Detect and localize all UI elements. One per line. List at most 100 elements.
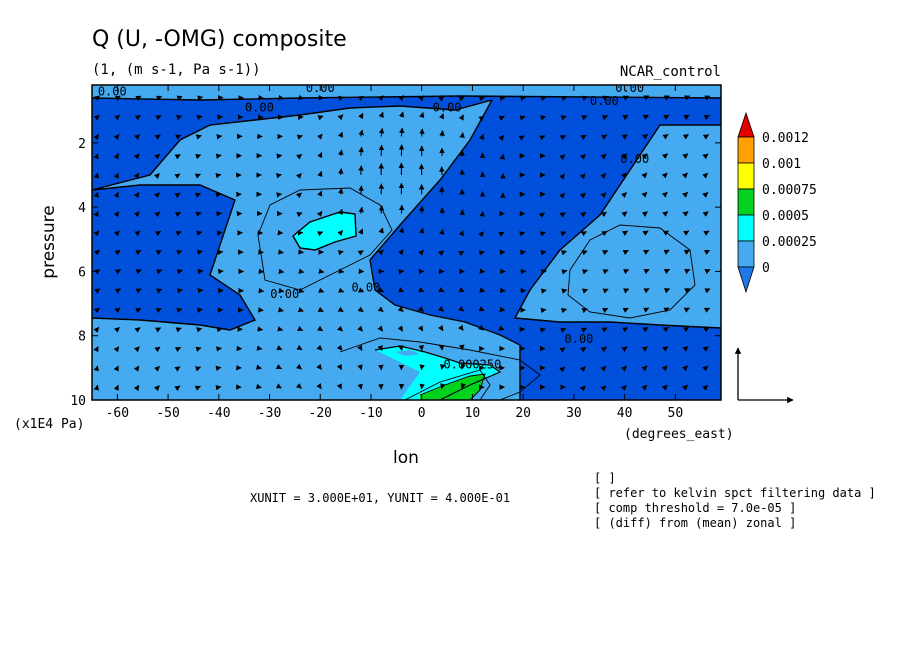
vector-arrow (133, 192, 140, 199)
vector-arrow (498, 134, 505, 141)
legend-swatch (737, 162, 755, 190)
vector-arrow (358, 206, 364, 214)
vector-arrow (318, 287, 325, 293)
vector-arrow (438, 250, 444, 257)
vector-arrow (438, 287, 445, 293)
vector-arrow (580, 327, 587, 333)
vector-arrow (113, 346, 120, 353)
vector-arrow (642, 326, 649, 333)
vector-arrow (498, 231, 505, 237)
vector-arrow (176, 288, 183, 294)
vector-arrow (600, 365, 607, 372)
vector-arrow (358, 287, 365, 293)
vector-arrow (540, 115, 547, 121)
vector-arrow (197, 288, 204, 294)
vector-arrow (478, 115, 485, 122)
vector-arrow (378, 227, 384, 234)
vector-arrow (133, 365, 140, 372)
vector-arrow (621, 134, 628, 140)
contour-fill (92, 85, 721, 400)
vector-arrow (195, 134, 202, 140)
vector-arrow (134, 114, 141, 121)
vector-arrow (661, 153, 668, 160)
legend-level-label: 0.00075 (762, 183, 817, 198)
vector-arrow (337, 131, 343, 138)
vector-arrow (641, 384, 648, 391)
vector-arrow (194, 366, 202, 372)
vector-arrow (174, 211, 182, 218)
vector-arrow (600, 211, 607, 218)
vector-arrow (682, 153, 689, 160)
vector-arrow (337, 230, 344, 237)
vector-arrow (662, 211, 669, 217)
vector-arrow (561, 269, 568, 275)
vector-arrow (114, 269, 121, 275)
x-tick-label: -50 (156, 406, 179, 421)
vector-arrow (682, 211, 689, 217)
vector-arrow (662, 230, 669, 236)
vector-arrow (296, 134, 303, 140)
contour-label: 0.00 (351, 281, 380, 295)
vector-arrow (581, 115, 588, 121)
vector-arrow (540, 95, 547, 101)
vector-arrow (459, 132, 465, 139)
vector-arrow (337, 187, 344, 195)
vector-arrow (93, 346, 99, 353)
vector-arrow (296, 212, 303, 218)
vector-arrow (418, 287, 425, 293)
vector-arrow (641, 153, 648, 160)
vector-arrow (195, 211, 202, 217)
vector-arrow (663, 95, 670, 101)
vector-arrow (559, 154, 566, 161)
vector-arrow (579, 366, 586, 373)
vector-arrow (337, 306, 344, 313)
vector-arrow (418, 227, 425, 234)
vector-arrow (194, 192, 202, 198)
vector-arrow (661, 384, 668, 391)
vector-arrow (397, 325, 404, 332)
vector-arrow (278, 94, 285, 101)
vector-arrow (438, 113, 445, 120)
vector-arrow (641, 365, 648, 372)
vector-arrow (398, 95, 404, 102)
vector-arrow (338, 149, 344, 156)
footer-note: [ refer to kelvin spct filtering data ] (594, 486, 876, 500)
vector-arrow (419, 111, 425, 119)
vector-arrow (377, 306, 384, 313)
vector-arrow (437, 325, 444, 332)
vector-arrow (683, 307, 690, 313)
vector-arrow (113, 384, 119, 391)
vector-arrow (704, 95, 711, 101)
vector-arrow (155, 230, 162, 237)
vector-arrow (176, 307, 183, 313)
vector-arrow (155, 115, 162, 121)
vector-arrow (154, 211, 161, 218)
vector-arrow (518, 135, 525, 141)
vector-arrow (602, 288, 609, 294)
chart-title: Q (U, -OMG) composite (92, 27, 347, 52)
vector-arrow (174, 385, 181, 392)
vector-arrow (683, 114, 690, 120)
contour-label-layer: 0.000.000.000.00 0.000.000.000.00 0.000.00… (98, 85, 649, 372)
vector-arrow (134, 327, 141, 333)
vector-arrow (296, 153, 303, 160)
vector-arrow (317, 170, 323, 177)
x-tick-label: -30 (258, 406, 281, 421)
contour-label: 0.00 (565, 332, 594, 346)
chart-subtitle: (1, (m s-1, Pa s-1)) (92, 62, 261, 78)
vector-arrow (316, 344, 323, 351)
vector-arrow (703, 307, 711, 313)
vector-arrow (642, 230, 649, 236)
vector-arrow (398, 111, 405, 118)
vector-arrow (561, 95, 568, 102)
vector-arrow (297, 306, 304, 313)
vector-arrow (559, 192, 566, 199)
vector-arrow (602, 95, 609, 101)
vector-arrow (318, 268, 325, 274)
vector-arrow (663, 249, 670, 255)
vector-arrow (378, 205, 385, 214)
plot-frame (91, 84, 722, 401)
vector-arrow (316, 210, 323, 217)
vector-arrow (357, 325, 363, 332)
vector-arrow (114, 249, 121, 256)
